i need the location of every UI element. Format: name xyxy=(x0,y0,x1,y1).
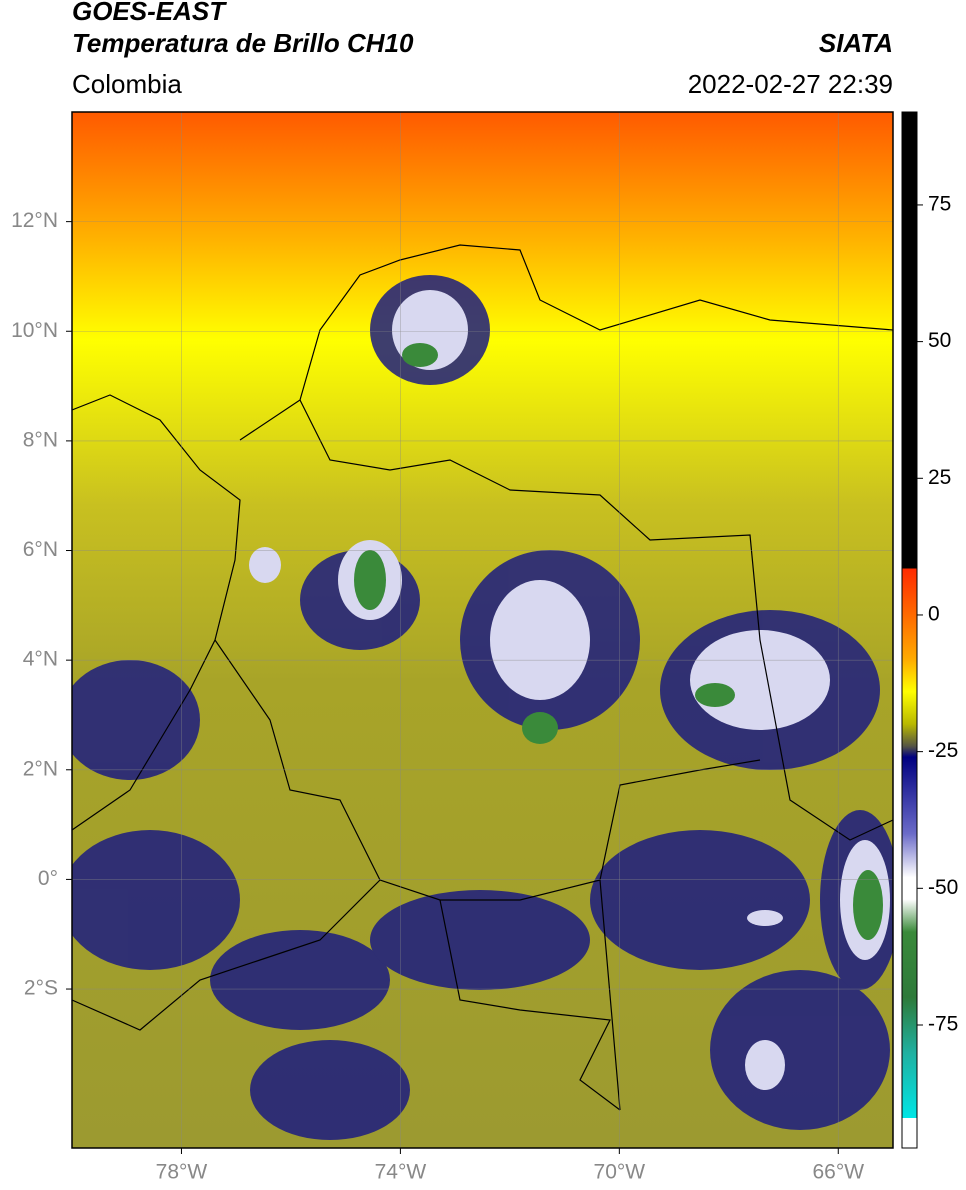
title: Temperatura de Brillo CH10 xyxy=(72,28,414,58)
colorbar-label: 0 xyxy=(928,603,940,626)
source: SIATA xyxy=(819,28,893,58)
colorbar-label: -50 xyxy=(928,876,958,899)
x-tick-label: 70°W xyxy=(594,1161,646,1184)
y-tick-label: 0° xyxy=(38,867,58,890)
colorbar xyxy=(901,111,918,1149)
map-frame xyxy=(71,111,894,1149)
title: GOES-EAST xyxy=(72,0,227,26)
y-tick-label: 2°N xyxy=(23,757,58,780)
colorbar-label: -75 xyxy=(928,1013,958,1036)
y-tick-label: 4°N xyxy=(23,648,58,671)
y-tick-label: 10°N xyxy=(11,319,58,342)
datetime: 2022-02-27 22:39 xyxy=(688,69,893,99)
region: Colombia xyxy=(72,69,182,99)
satellite-image xyxy=(72,112,893,1148)
colorbar-label: 25 xyxy=(928,466,951,489)
y-tick-label: 12°N xyxy=(11,209,58,232)
coldest-clouds xyxy=(354,343,883,940)
colorbar-label: 75 xyxy=(928,192,951,215)
x-tick-label: 66°W xyxy=(812,1161,864,1184)
y-tick-label: 6°N xyxy=(23,538,58,561)
y-tick-label: 2°S xyxy=(24,977,58,1000)
borders xyxy=(72,244,893,1111)
colorbar-label: -25 xyxy=(928,739,958,762)
y-tick-label: 8°N xyxy=(23,428,58,451)
x-tick-label: 74°W xyxy=(375,1161,427,1184)
colorbar-label: 50 xyxy=(928,329,951,352)
x-tick-label: 78°W xyxy=(156,1161,208,1184)
